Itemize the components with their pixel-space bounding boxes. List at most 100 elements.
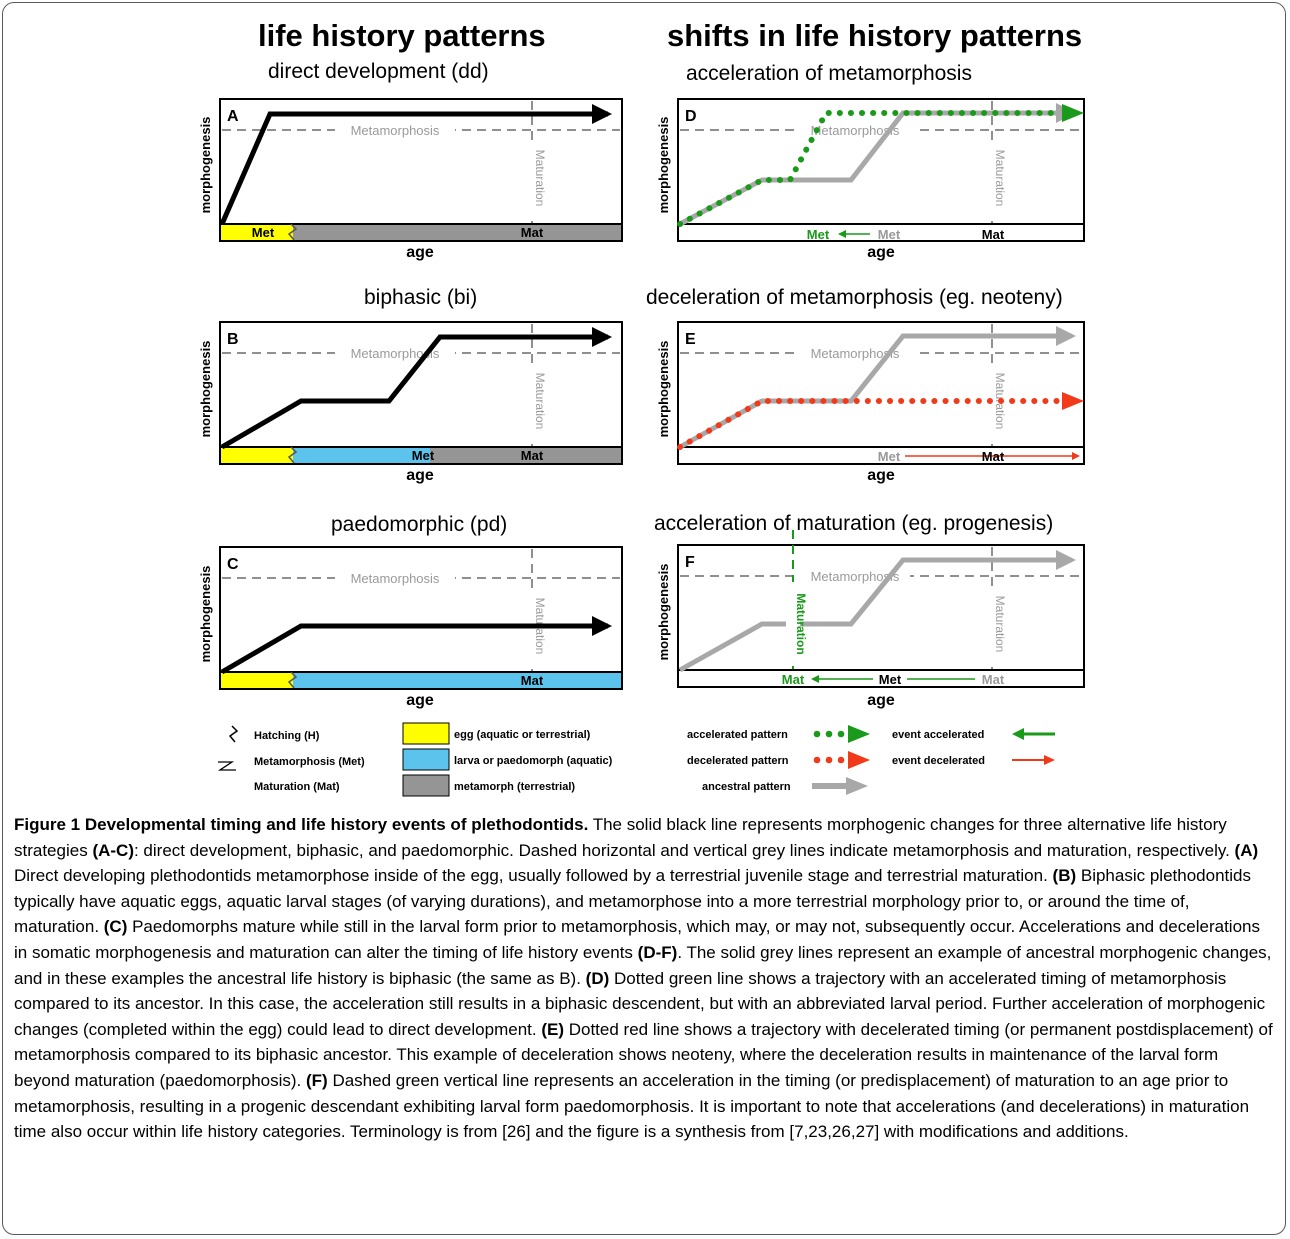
panel-a-bar-mat: Mat — [521, 225, 544, 240]
panel-d-bar-met-new: Met — [807, 227, 830, 242]
panel-f-maturation-label: Maturation — [993, 596, 1007, 653]
panel-d-letter: D — [685, 108, 697, 125]
legend-event-accelerated: event accelerated — [892, 729, 984, 741]
caption-text: Dotted red line shows a trajectory with … — [14, 1019, 1273, 1090]
panel-e-letter: E — [685, 331, 696, 348]
panel-d-frame — [677, 98, 1085, 242]
caption-text: Paedomorphs mature while still in the la… — [14, 917, 1260, 962]
caption-ref: (E) — [541, 1019, 564, 1039]
legend-decelerated-dot — [825, 756, 833, 764]
legend-accelerated-arrowhead — [848, 725, 870, 743]
panel-e-frame — [677, 321, 1085, 465]
legend-decelerated-dot — [813, 756, 821, 764]
panel-f-frame — [677, 544, 1085, 688]
panel-e-decelerated-arrowhead — [1062, 392, 1084, 410]
panel-b-title: biphasic (bi) — [364, 286, 478, 309]
panel-a-metamorph-bar — [293, 224, 621, 240]
panel-f-ylabel: morphogenesis — [656, 564, 671, 661]
panel-a: Metamorphosis Maturation Met Mat A morph… — [198, 98, 623, 261]
caption-ref: (D) — [585, 968, 610, 988]
panel-f-metamorphosis-label: Metamorphosis — [811, 569, 900, 584]
legend-metamorph: metamorph (terrestrial) — [454, 781, 575, 793]
caption-text: . The solid grey lines represent an exam… — [14, 942, 1272, 988]
panel-f-met-label-bg — [800, 568, 910, 584]
panel-c-frame — [219, 546, 623, 690]
panel-e: Metamorphosis Maturation Met Mat E morph… — [656, 321, 1085, 484]
panel-e-ancestral-trajectory — [678, 326, 1076, 450]
panel-f: Metamorphosis Maturation Maturation Mat … — [656, 530, 1085, 709]
panel-a-title: direct development (dd) — [268, 60, 489, 83]
panel-b-larva-bar — [293, 447, 430, 463]
caption-ref: (A-C) — [92, 840, 134, 860]
panel-d-accelerated-arrowhead — [1062, 104, 1084, 122]
panel-c-larva-bar — [293, 672, 621, 688]
legend-accelerated-dot — [813, 730, 821, 738]
panel-a-met-label-bg — [335, 122, 455, 138]
panel-d-xlabel: age — [867, 244, 895, 261]
legend-ancestral-arrowhead — [846, 777, 868, 795]
legend-decelerated-arrowhead — [848, 751, 870, 769]
panel-d-mat-label-bg — [985, 140, 999, 216]
panel-a-trajectory — [219, 104, 612, 225]
panel-f-xlabel: age — [867, 692, 895, 709]
legend-accelerated-dot — [825, 730, 833, 738]
panel-b-letter: B — [227, 331, 239, 348]
caption-text: Direct developing plethodontids metamorp… — [14, 866, 1053, 886]
panel-c-met-label-bg — [335, 570, 455, 586]
legend-event-decelerated: event decelerated — [892, 755, 985, 767]
panel-c-bar-mat: Mat — [521, 673, 544, 688]
legend-ancestral-pattern: ancestral pattern — [702, 781, 791, 793]
legend-metamorphosis: Metamorphosis (Met) — [254, 756, 365, 768]
panel-a-mat-label-bg — [525, 140, 539, 216]
legend-decelerated-pattern: decelerated pattern — [687, 755, 789, 767]
panel-e-xlabel: age — [867, 467, 895, 484]
panel-b-bar-mat: Mat — [521, 448, 544, 463]
legend-accelerated-pattern: accelerated pattern — [687, 729, 788, 741]
panel-c-metamorphosis-label: Metamorphosis — [351, 571, 440, 586]
panel-c-xlabel: age — [406, 692, 434, 709]
caption-text: The solid black line represents morphoge… — [14, 815, 1227, 860]
left-column-heading: life history patterns — [258, 18, 546, 53]
panel-d: Metamorphosis Maturation Met Met Mat D m… — [656, 98, 1085, 261]
panel-e-bar-met-new: Mat — [982, 449, 1005, 464]
panel-b-hatching-icon — [287, 446, 298, 464]
panel-b-maturation-label: Maturation — [533, 373, 547, 430]
legend-event-decelerated-arrowhead — [1044, 755, 1055, 765]
legend-metamorphosis-icon — [217, 761, 236, 771]
panel-e-ylabel: morphogenesis — [656, 341, 671, 438]
figure-caption: Figure 1 Developmental timing and life h… — [14, 812, 1276, 1145]
panel-c-letter: C — [227, 556, 239, 573]
panel-d-bar-mat: Mat — [982, 227, 1005, 242]
panel-d-maturation-label: Maturation — [993, 150, 1007, 207]
panel-a-maturation-label: Maturation — [533, 150, 547, 207]
panel-f-letter: F — [685, 554, 695, 571]
panel-b-xlabel: age — [406, 467, 434, 484]
panel-f-accel-mat-label-bg — [786, 582, 800, 666]
panel-e-metamorphosis-label: Metamorphosis — [811, 346, 900, 361]
caption-text: : direct development, biphasic, and paed… — [133, 840, 1235, 860]
caption-ref: (C) — [103, 917, 128, 937]
panel-a-frame — [219, 98, 623, 242]
panel-f-accelerated-maturation-label: Maturation — [794, 593, 808, 654]
panel-a-letter: A — [227, 108, 239, 125]
legend-decelerated-dot — [837, 756, 845, 764]
panel-f-bar-mat-new: Mat — [782, 672, 805, 687]
right-column-heading: shifts in life history patterns — [667, 18, 1083, 53]
caption-text: Dashed green vertical line represents an… — [14, 1070, 1250, 1142]
caption-ref: (B) — [1052, 866, 1077, 886]
panel-b-metamorph-bar — [430, 447, 621, 463]
panel-f-bar-met: Met — [879, 672, 902, 687]
legend: Hatching (H) Metamorphosis (Met) Maturat… — [217, 722, 1055, 797]
panel-d-bar-met-old: Met — [878, 227, 901, 242]
panel-b-frame — [219, 321, 623, 465]
panel-a-hatching-icon — [287, 223, 298, 241]
panel-a-egg-bar — [221, 224, 293, 240]
panel-c-hatching-icon — [287, 671, 298, 689]
panel-b-ylabel: morphogenesis — [198, 341, 213, 438]
panel-d-metamorphosis-label: Metamorphosis — [811, 123, 900, 138]
panel-d-event-arrowhead — [838, 230, 846, 238]
panel-c: Metamorphosis Maturation Mat C morphogen… — [198, 546, 623, 709]
panel-e-decelerated-trajectory — [677, 398, 1063, 450]
panel-f-ancestral-trajectory — [678, 550, 1076, 673]
